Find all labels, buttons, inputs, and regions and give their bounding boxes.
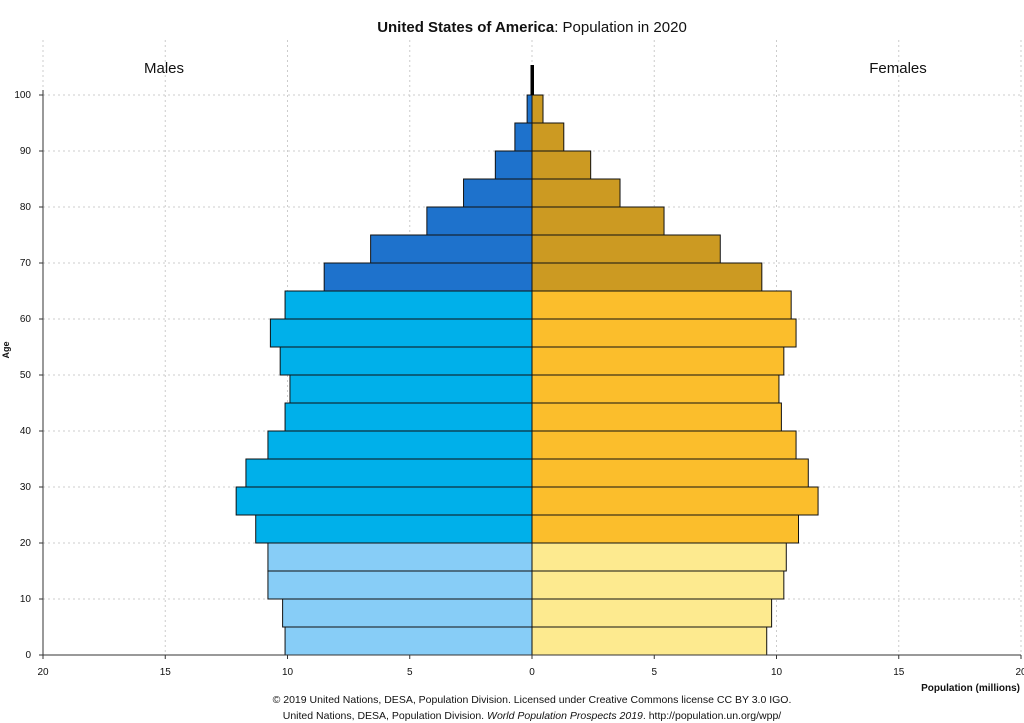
x-tick-label: 10 [282,667,294,678]
bar-male-60-64 [284,290,533,320]
bars [235,65,819,656]
x-tick-label: 0 [529,667,535,678]
y-tick-label: 100 [14,90,31,101]
x-tick-label: 15 [893,667,905,678]
y-tick-label: 0 [25,650,31,661]
bar-male-95-99 [526,94,533,124]
y-axis-label: Age [1,341,11,358]
bar-female-10-14 [531,570,785,600]
bar-male-30-34 [245,458,533,488]
bar-female-35-39 [531,430,797,460]
bar-female-40-44 [531,402,782,432]
bar-female-70-74 [531,234,721,264]
females-label: Females [869,60,927,77]
bar-male-40-44 [284,402,533,432]
x-axis-label: Population (millions) [921,683,1020,694]
y-tick-label: 60 [20,314,32,325]
bar-male-50-54 [279,346,533,376]
title-rest: : Population in 2020 [554,19,687,36]
bar-male-65-69 [323,262,533,292]
bar-male-45-49 [289,374,533,404]
title-country: United States of America [377,19,555,36]
y-tick-label: 90 [20,146,32,157]
bar-male-85-89 [494,150,533,180]
bar-male-5-9 [282,598,533,628]
x-tick-label: 5 [651,667,657,678]
bar-female-5-9 [531,598,773,628]
x-tick-label: 15 [160,667,172,678]
x-tick-label: 5 [407,667,413,678]
y-tick-label: 30 [20,482,32,493]
bar-female-80-84 [531,178,621,208]
chart-title: United States of America: Population in … [377,19,687,36]
x-tick-label: 10 [771,667,783,678]
y-tick-label: 10 [20,594,32,605]
grid [42,40,1022,655]
bar-male-75-79 [426,206,533,236]
bar-female-45-49 [531,374,780,404]
bar-male-80-84 [463,178,533,208]
x-tick-label: 20 [1015,667,1024,678]
footer-source-title: World Population Prospects 2019 [487,710,643,722]
bar-female-75-79 [531,206,665,236]
footer-source: United Nations, DESA, Population Divisio… [283,710,782,722]
bar-male-70-74 [370,234,533,264]
bar-female-85-89 [531,150,592,180]
y-tick-label: 80 [20,202,32,213]
bar-male-20-24 [255,514,533,544]
bar-female-0-4 [531,626,768,656]
footer-copyright: © 2019 United Nations, DESA, Population … [273,694,792,706]
footer-source-org: United Nations, DESA, Population Divisio… [283,710,487,722]
bar-male-35-39 [267,430,533,460]
bar-female-65-69 [531,262,763,292]
bar-female-15-19 [531,542,787,572]
bar-female-30-34 [531,458,809,488]
x-tick-label: 20 [37,667,49,678]
bar-female-50-54 [531,346,785,376]
footer-source-url: . http://population.un.org/wpp/ [643,710,781,722]
y-tick-label: 70 [20,258,32,269]
bar-female-90-94 [531,122,565,152]
bar-male-15-19 [267,542,533,572]
bar-female-95-99 [531,94,544,124]
bar-male-55-59 [269,318,533,348]
males-label: Males [144,60,184,77]
bar-female-20-24 [531,514,800,544]
y-tick-label: 40 [20,426,32,437]
y-tick-label: 50 [20,370,32,381]
bar-male-10-14 [267,570,533,600]
bar-female-60-64 [531,290,792,320]
bar-100plus [530,65,534,95]
bar-female-55-59 [531,318,797,348]
bar-male-90-94 [514,122,533,152]
y-tick-label: 20 [20,538,32,549]
bar-male-0-4 [284,626,533,656]
bar-female-25-29 [531,486,819,516]
bar-male-25-29 [235,486,533,516]
